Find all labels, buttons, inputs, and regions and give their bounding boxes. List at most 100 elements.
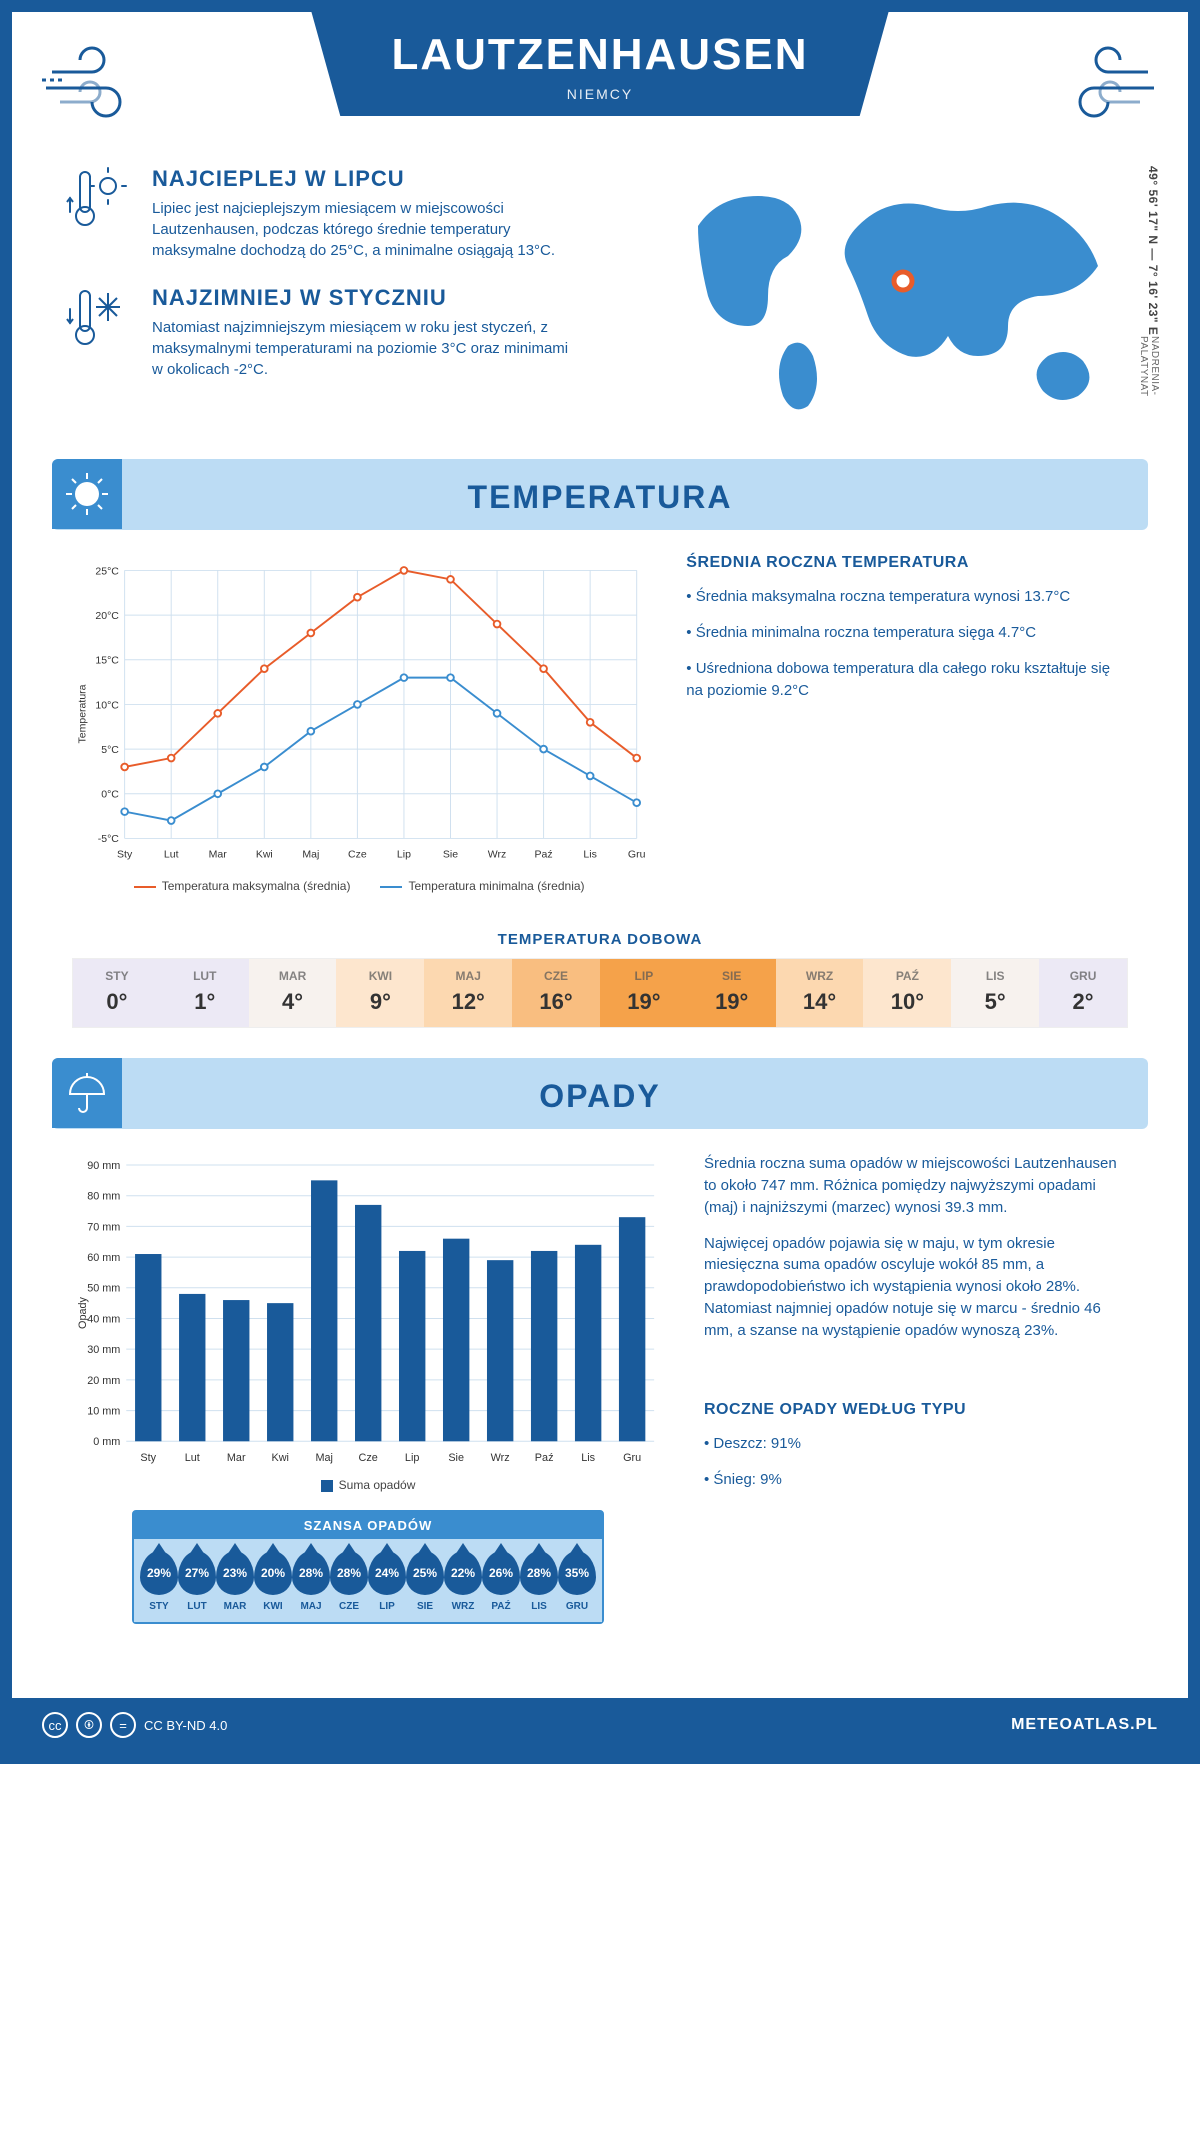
svg-text:Lip: Lip <box>397 849 411 861</box>
rain-chance-cell: 20%KWI <box>254 1551 292 1612</box>
cold-title: NAJZIMNIEJ W STYCZNIU <box>152 285 572 311</box>
daily-temp-cell: WRZ14° <box>776 959 864 1027</box>
svg-text:0 mm: 0 mm <box>93 1437 120 1449</box>
precip-type-line: Deszcz: 91% <box>704 1433 1128 1455</box>
svg-text:Lut: Lut <box>185 1452 200 1464</box>
daily-temp-cell: CZE16° <box>512 959 600 1027</box>
rain-chance-cell: 23%MAR <box>216 1551 254 1612</box>
temperature-banner: TEMPERATURA <box>52 459 1148 530</box>
legend-min: Temperatura minimalna (średnia) <box>380 879 584 893</box>
svg-text:Temperatura: Temperatura <box>76 685 88 744</box>
svg-text:30 mm: 30 mm <box>87 1345 120 1357</box>
region-label: NADRENIA-PALATYNAT <box>1138 336 1160 431</box>
svg-text:Cze: Cze <box>359 1452 378 1464</box>
daily-temp-grid: STY0°LUT1°MAR4°KWI9°MAJ12°CZE16°LIP19°SI… <box>72 958 1128 1028</box>
hot-text: Lipiec jest najcieplejszym miesiącem w m… <box>152 198 572 261</box>
daily-temp-cell: LIS5° <box>951 959 1039 1027</box>
location-name: LAUTZENHAUSEN <box>391 30 808 80</box>
svg-text:15°C: 15°C <box>95 655 119 667</box>
svg-text:Lut: Lut <box>164 849 179 861</box>
daily-temp-cell: GRU2° <box>1039 959 1127 1027</box>
daily-temp-cell: KWI9° <box>336 959 424 1027</box>
rain-chance-cell: 27%LUT <box>178 1551 216 1612</box>
svg-text:Lis: Lis <box>581 1452 595 1464</box>
svg-text:Lis: Lis <box>583 849 596 861</box>
cc-icon: cc <box>42 1712 68 1738</box>
daily-temp-cell: MAR4° <box>249 959 337 1027</box>
svg-text:40 mm: 40 mm <box>87 1314 120 1326</box>
svg-text:Sty: Sty <box>117 849 133 861</box>
svg-text:Mar: Mar <box>227 1452 246 1464</box>
intro-section: NAJCIEPLEJ W LIPCU Lipiec jest najcieple… <box>12 136 1188 451</box>
wind-icon <box>42 32 152 126</box>
rain-chance-cell: 24%LIP <box>368 1551 406 1612</box>
svg-text:0°C: 0°C <box>101 789 119 801</box>
svg-text:25°C: 25°C <box>95 566 119 578</box>
location-country: NIEMCY <box>391 86 808 102</box>
svg-text:Paź: Paź <box>535 849 553 861</box>
world-map: 49° 56' 17" N — 7° 16' 23" E NADRENIA-PA… <box>658 166 1138 431</box>
precip-p1: Średnia roczna suma opadów w miejscowośc… <box>704 1153 1128 1218</box>
svg-text:Maj: Maj <box>315 1452 332 1464</box>
brand: METEOATLAS.PL <box>1011 1716 1158 1734</box>
svg-text:Wrz: Wrz <box>491 1452 510 1464</box>
svg-text:Paź: Paź <box>535 1452 554 1464</box>
daily-temp-cell: LIP19° <box>600 959 688 1027</box>
umbrella-icon <box>52 1058 122 1128</box>
thermometer-cold-icon <box>62 285 134 380</box>
temperature-chart: -5°C0°C5°C10°C15°C20°C25°CStyLutMarKwiMa… <box>72 554 646 893</box>
svg-text:60 mm: 60 mm <box>87 1252 120 1264</box>
svg-text:Kwi: Kwi <box>256 849 273 861</box>
sun-icon <box>52 459 122 529</box>
svg-text:20 mm: 20 mm <box>87 1375 120 1387</box>
daily-temp-cell: STY0° <box>73 959 161 1027</box>
svg-text:Cze: Cze <box>348 849 367 861</box>
rain-chance-panel: SZANSA OPADÓW 29%STY27%LUT23%MAR20%KWI28… <box>132 1510 604 1624</box>
daily-temp-cell: LUT1° <box>161 959 249 1027</box>
daily-temp-cell: MAJ12° <box>424 959 512 1027</box>
header: LAUTZENHAUSEN NIEMCY <box>12 12 1188 136</box>
precip-banner: OPADY <box>52 1058 1148 1129</box>
svg-text:Sie: Sie <box>443 849 458 861</box>
hot-title: NAJCIEPLEJ W LIPCU <box>152 166 572 192</box>
temperature-stats: ŚREDNIA ROCZNA TEMPERATURA Średnia maksy… <box>686 554 1128 893</box>
cold-fact: NAJZIMNIEJ W STYCZNIU Natomiast najzimni… <box>62 285 628 380</box>
title-ribbon: LAUTZENHAUSEN NIEMCY <box>311 12 888 116</box>
svg-text:20°C: 20°C <box>95 610 119 622</box>
precip-chart: 0 mm10 mm20 mm30 mm40 mm50 mm60 mm70 mm8… <box>72 1153 664 1624</box>
temperature-title: TEMPERATURA <box>468 479 733 515</box>
hot-fact: NAJCIEPLEJ W LIPCU Lipiec jest najcieple… <box>62 166 628 261</box>
precip-text: Średnia roczna suma opadów w miejscowośc… <box>704 1153 1128 1624</box>
svg-text:90 mm: 90 mm <box>87 1160 120 1172</box>
svg-text:10 mm: 10 mm <box>87 1406 120 1418</box>
thermometer-hot-icon <box>62 166 134 261</box>
temp-stat-line: Uśredniona dobowa temperatura dla całego… <box>686 658 1128 702</box>
rain-chance-cell: 28%LIS <box>520 1551 558 1612</box>
cold-text: Natomiast najzimniejszym miesiącem w rok… <box>152 317 572 380</box>
rain-chance-cell: 22%WRZ <box>444 1551 482 1612</box>
license-label: CC BY-ND 4.0 <box>144 1718 227 1733</box>
svg-text:Maj: Maj <box>302 849 319 861</box>
svg-text:-5°C: -5°C <box>98 834 120 846</box>
precip-p2: Najwięcej opadów pojawia się w maju, w t… <box>704 1233 1128 1342</box>
svg-text:Kwi: Kwi <box>271 1452 288 1464</box>
svg-text:Sie: Sie <box>448 1452 464 1464</box>
daily-temp-cell: PAŹ10° <box>863 959 951 1027</box>
rain-chance-cell: 35%GRU <box>558 1551 596 1612</box>
legend-precip: Suma opadów <box>321 1478 416 1492</box>
temp-stat-line: Średnia minimalna roczna temperatura się… <box>686 622 1128 644</box>
rain-chance-cell: 25%SIE <box>406 1551 444 1612</box>
svg-text:70 mm: 70 mm <box>87 1222 120 1234</box>
precip-title: OPADY <box>539 1078 660 1114</box>
svg-text:Gru: Gru <box>628 849 646 861</box>
rain-chance-cell: 26%PAŹ <box>482 1551 520 1612</box>
nd-icon: = <box>110 1712 136 1738</box>
precip-type-title: ROCZNE OPADY WEDŁUG TYPU <box>704 1401 1128 1419</box>
rain-chance-title: SZANSA OPADÓW <box>134 1512 602 1539</box>
svg-text:80 mm: 80 mm <box>87 1191 120 1203</box>
temp-stat-line: Średnia maksymalna roczna temperatura wy… <box>686 586 1128 608</box>
svg-text:Mar: Mar <box>209 849 228 861</box>
svg-text:Wrz: Wrz <box>488 849 507 861</box>
temp-stats-title: ŚREDNIA ROCZNA TEMPERATURA <box>686 554 1128 572</box>
svg-text:5°C: 5°C <box>101 744 119 756</box>
